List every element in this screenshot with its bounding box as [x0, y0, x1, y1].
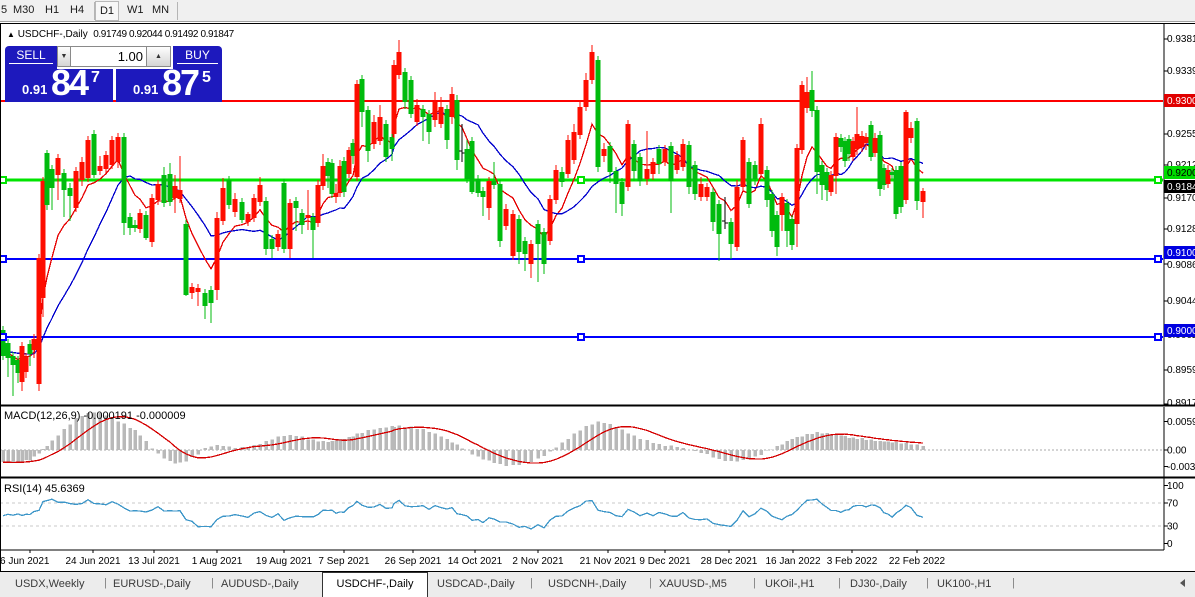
svg-text:-0.0034: -0.0034: [1167, 462, 1195, 473]
svg-text:RSI(14) 45.6369: RSI(14) 45.6369: [4, 483, 85, 495]
svg-text:0.9381: 0.9381: [1167, 34, 1195, 45]
svg-text:0.9086: 0.9086: [1167, 260, 1195, 271]
svg-text:9 Dec 2021: 9 Dec 2021: [639, 556, 691, 567]
svg-text:0.9184: 0.9184: [1167, 182, 1195, 193]
svg-text:7 Sep 2021: 7 Sep 2021: [318, 556, 370, 567]
svg-text:22 Feb 2022: 22 Feb 2022: [889, 556, 946, 567]
svg-text:16 Jan 2022: 16 Jan 2022: [765, 556, 820, 567]
svg-text:13 Jul 2021: 13 Jul 2021: [128, 556, 180, 567]
svg-text:0.9128: 0.9128: [1167, 224, 1195, 235]
svg-text:6 Jun 2021: 6 Jun 2021: [0, 556, 50, 567]
svg-text:0: 0: [1167, 539, 1173, 550]
svg-text:14 Oct 2021: 14 Oct 2021: [448, 556, 503, 567]
svg-text:26 Sep 2021: 26 Sep 2021: [385, 556, 442, 567]
svg-text:24 Jun 2021: 24 Jun 2021: [65, 556, 120, 567]
svg-text:2 Nov 2021: 2 Nov 2021: [512, 556, 564, 567]
svg-text:100: 100: [1167, 481, 1184, 492]
svg-text:MACD(12,26,9) -0.000191 -0.000: MACD(12,26,9) -0.000191 -0.000009: [4, 410, 186, 422]
svg-text:0.9000: 0.9000: [1167, 326, 1195, 337]
svg-text:0.9212: 0.9212: [1167, 160, 1195, 171]
svg-text:0.8959: 0.8959: [1167, 365, 1195, 376]
svg-text:28 Dec 2021: 28 Dec 2021: [701, 556, 758, 567]
svg-text:3 Feb 2022: 3 Feb 2022: [827, 556, 878, 567]
svg-text:19 Aug 2021: 19 Aug 2021: [256, 556, 313, 567]
svg-text:0.9100: 0.9100: [1167, 248, 1195, 259]
svg-text:70: 70: [1167, 498, 1179, 509]
svg-text:0.9300: 0.9300: [1167, 96, 1195, 107]
svg-text:30: 30: [1167, 522, 1179, 533]
svg-text:0.00: 0.00: [1167, 446, 1187, 457]
svg-text:0.8917: 0.8917: [1167, 398, 1195, 409]
svg-text:0.0059: 0.0059: [1167, 417, 1195, 428]
svg-text:0.9339: 0.9339: [1167, 66, 1195, 77]
svg-text:1 Aug 2021: 1 Aug 2021: [192, 556, 243, 567]
svg-text:0.9170: 0.9170: [1167, 193, 1195, 204]
svg-text:0.9255: 0.9255: [1167, 129, 1195, 140]
svg-text:0.9044: 0.9044: [1167, 296, 1195, 307]
svg-text:0.9200: 0.9200: [1167, 168, 1195, 179]
svg-text:21 Nov 2021: 21 Nov 2021: [580, 556, 637, 567]
